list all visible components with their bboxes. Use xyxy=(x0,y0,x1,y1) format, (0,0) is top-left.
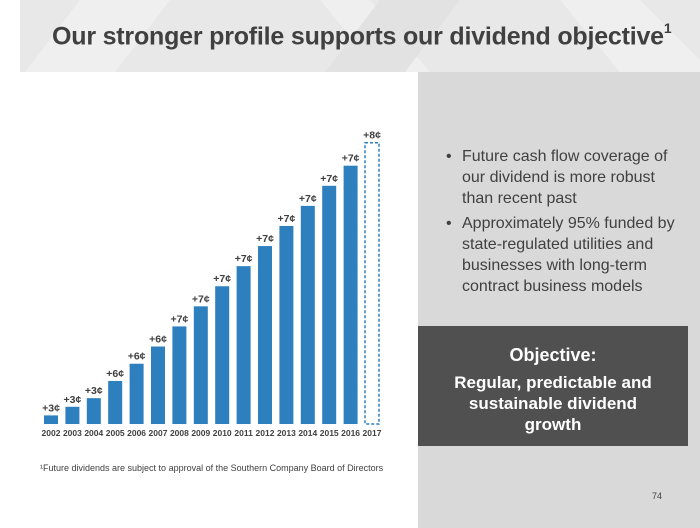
data-label-2008: +7¢ xyxy=(170,313,188,325)
x-tick-label-2003: 2003 xyxy=(63,428,82,438)
data-label-2009: +7¢ xyxy=(192,293,210,305)
x-tick-label-2006: 2006 xyxy=(127,428,146,438)
data-label-2003: +3¢ xyxy=(63,394,81,406)
bar-2002 xyxy=(44,415,58,424)
bullet-item: Future cash flow coverage of our dividen… xyxy=(446,146,676,209)
page-title: Our stronger profile supports our divide… xyxy=(52,20,672,51)
bar-2014 xyxy=(300,205,315,424)
x-tick-label-2013: 2013 xyxy=(277,428,296,438)
data-label-2011: +7¢ xyxy=(235,253,253,265)
objective-box: Objective: Regular, predictable and sust… xyxy=(418,326,688,446)
x-tick-label-2008: 2008 xyxy=(170,428,189,438)
bar-2007 xyxy=(151,346,165,424)
data-label-2015: +7¢ xyxy=(320,173,338,185)
data-label-2002: +3¢ xyxy=(42,402,60,414)
header-decoration xyxy=(25,0,700,72)
footnote: ¹Future dividends are subject to approva… xyxy=(40,463,384,473)
bar-2015 xyxy=(322,185,337,424)
bar-2003 xyxy=(65,406,80,424)
x-tick-label-2016: 2016 xyxy=(341,428,360,438)
data-label-2013: +7¢ xyxy=(277,213,295,225)
x-tick-label-2017: 2017 xyxy=(363,428,382,438)
x-tick-label-2004: 2004 xyxy=(84,428,103,438)
bar-2008 xyxy=(172,326,187,424)
data-label-2016: +7¢ xyxy=(342,153,360,165)
page-number: 74 xyxy=(652,491,663,501)
x-tick-label-2012: 2012 xyxy=(256,428,275,438)
bar-2013 xyxy=(279,225,294,424)
bullet-item: Approximately 95% funded by state-regula… xyxy=(446,213,676,297)
header-bar: Our stronger profile supports our divide… xyxy=(20,0,700,72)
data-label-2014: +7¢ xyxy=(299,193,317,205)
data-label-2010: +7¢ xyxy=(213,273,231,285)
x-tick-label-2002: 2002 xyxy=(42,428,61,438)
data-label-2012: +7¢ xyxy=(256,233,274,245)
x-tick-label-2014: 2014 xyxy=(298,428,317,438)
objective-heading: Objective: xyxy=(509,345,597,365)
data-label-2017: +8¢ xyxy=(363,130,381,142)
bar-2006 xyxy=(129,363,144,424)
data-label-2006: +6¢ xyxy=(128,351,146,363)
bar-2004 xyxy=(86,398,101,424)
bullet-list: Future cash flow coverage of our dividen… xyxy=(446,146,676,301)
objective-text: Regular, predictable and sustainable div… xyxy=(454,373,652,434)
x-tick-label-2011: 2011 xyxy=(234,428,253,438)
data-label-2007: +6¢ xyxy=(149,334,167,346)
data-label-2005: +6¢ xyxy=(106,368,124,380)
bar-2012 xyxy=(258,246,272,424)
title-footnote-mark: 1 xyxy=(663,20,672,36)
x-tick-label-2009: 2009 xyxy=(191,428,210,438)
x-tick-label-2010: 2010 xyxy=(213,428,232,438)
bar-2011 xyxy=(236,266,251,424)
bar-2017 xyxy=(364,141,380,425)
bar-2010 xyxy=(215,286,230,424)
bar-2016 xyxy=(343,165,358,424)
x-tick-label-2007: 2007 xyxy=(149,428,168,438)
bar-2005 xyxy=(108,380,123,424)
bar-2009 xyxy=(193,306,208,424)
x-tick-label-2015: 2015 xyxy=(320,428,339,438)
x-tick-label-2005: 2005 xyxy=(106,428,125,438)
data-label-2004: +3¢ xyxy=(85,385,103,397)
